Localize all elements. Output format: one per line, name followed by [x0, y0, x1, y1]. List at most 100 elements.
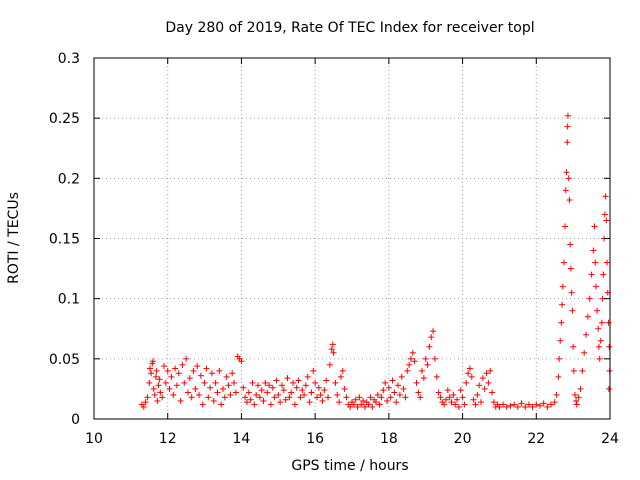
data-point [328, 346, 335, 353]
data-point [586, 295, 593, 302]
data-point [161, 363, 168, 370]
data-point [221, 394, 228, 401]
data-point [147, 365, 154, 372]
data-point [166, 385, 173, 392]
data-point [566, 196, 573, 203]
y-tick-label: 0.25 [49, 111, 80, 127]
data-point [197, 372, 204, 379]
data-point [592, 283, 599, 290]
data-point [264, 389, 271, 396]
plot-frame [93, 57, 611, 420]
data-point [310, 367, 317, 374]
data-point [560, 259, 567, 266]
data-point [433, 373, 440, 380]
data-point [442, 396, 449, 403]
x-tick-label: 24 [601, 431, 619, 447]
data-point [450, 391, 457, 398]
data-point [168, 373, 175, 380]
data-point [313, 394, 320, 401]
data-point [428, 334, 435, 341]
data-point [470, 396, 477, 403]
data-point [556, 355, 563, 362]
data-point [269, 384, 276, 391]
data-point [177, 397, 184, 404]
data-point [214, 389, 221, 396]
data-point [503, 403, 510, 410]
data-point [227, 391, 234, 398]
data-point [441, 401, 448, 408]
data-point [489, 389, 496, 396]
data-point [601, 211, 608, 218]
data-point [365, 401, 372, 408]
data-point [563, 169, 570, 176]
data-point [218, 401, 225, 408]
data-point [606, 343, 613, 350]
data-point [411, 358, 418, 365]
data-point [255, 382, 262, 389]
data-point [396, 391, 403, 398]
data-point [225, 382, 232, 389]
x-axis-label: GPS time / hours [291, 458, 408, 474]
data-point [277, 399, 284, 406]
data-point [278, 382, 285, 389]
data-point [387, 394, 394, 401]
data-point [604, 259, 611, 266]
data-point [232, 389, 239, 396]
data-point [170, 391, 177, 398]
data-point [476, 382, 483, 389]
data-point [430, 328, 437, 335]
data-point [308, 389, 315, 396]
data-point [229, 370, 236, 377]
data-point [558, 319, 565, 326]
data-point [288, 389, 295, 396]
x-tick-label: 20 [454, 431, 472, 447]
data-point [173, 382, 180, 389]
data-point [181, 379, 188, 386]
data-point [186, 375, 193, 382]
data-point [164, 367, 171, 374]
data-point [500, 401, 507, 408]
data-point [157, 389, 164, 396]
data-point [568, 289, 575, 296]
x-tick-label: 14 [233, 431, 251, 447]
data-point [446, 394, 453, 401]
data-point [152, 373, 159, 380]
data-point [540, 400, 547, 407]
data-point [596, 355, 603, 362]
data-point [553, 391, 560, 398]
data-point [481, 385, 488, 392]
data-point [575, 394, 582, 401]
y-tick-label: 0.1 [58, 292, 80, 308]
data-point [454, 396, 461, 403]
data-point [330, 349, 337, 356]
data-point [148, 370, 155, 377]
data-point [598, 319, 605, 326]
data-point [199, 401, 206, 408]
data-point [205, 394, 212, 401]
data-point [220, 385, 226, 392]
data-point [343, 394, 350, 401]
y-tick-label: 0.3 [58, 51, 80, 67]
data-point [490, 399, 497, 406]
data-point [395, 382, 402, 389]
data-point [474, 391, 481, 398]
data-point [419, 367, 426, 374]
data-point [594, 307, 601, 314]
data-point [551, 399, 558, 406]
grid-lines [94, 58, 610, 419]
data-point [398, 373, 405, 380]
data-point [522, 403, 529, 410]
data-point [404, 367, 411, 374]
data-point [406, 361, 413, 368]
data-point [192, 385, 199, 392]
y-tick-label: 0.05 [49, 352, 80, 368]
data-point [275, 391, 282, 398]
data-point [562, 223, 569, 230]
data-point [384, 397, 391, 404]
data-point [315, 384, 322, 391]
data-point [249, 379, 256, 386]
data-point [605, 319, 612, 326]
data-point [339, 367, 346, 374]
data-point [562, 187, 569, 194]
